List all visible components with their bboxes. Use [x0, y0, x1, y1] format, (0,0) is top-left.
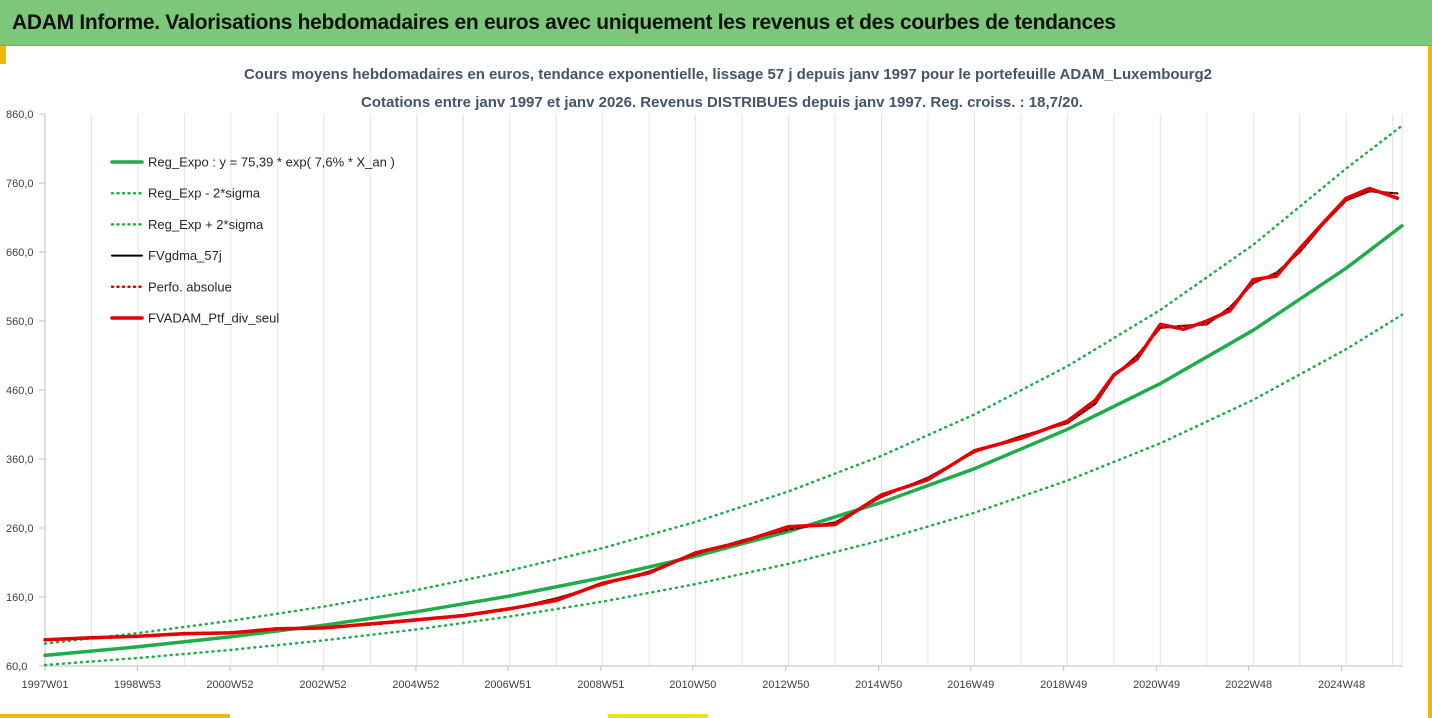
x-tick-label: 2010W50: [669, 679, 716, 691]
chart-title: Cours moyens hebdomadaires en euros, ten…: [244, 66, 1212, 83]
banner-title: ADAM Informe. Valorisations hebdomadaire…: [12, 11, 1116, 34]
x-tick-label: 1997W01: [21, 679, 68, 691]
x-tick-label: 1998W53: [114, 679, 161, 691]
x-tick-label: 2024W48: [1318, 679, 1365, 691]
series-line-4: [43, 190, 1399, 642]
x-tick-label: 2004W52: [392, 679, 439, 691]
series-line-2: [43, 124, 1404, 645]
series-line-3: [44, 190, 1399, 641]
y-tick-label: 760,0: [6, 178, 34, 190]
series-line-0: [43, 224, 1404, 658]
series-line-5: [43, 186, 1400, 642]
legend-label: FVgdma_57j: [148, 248, 222, 263]
x-tick-label: 2016W49: [947, 679, 994, 691]
x-tick-label: 2012W50: [762, 679, 809, 691]
legend: Reg_Expo : y = 75,39 * exp( 7,6% * X_an …: [110, 155, 395, 326]
x-tick-label: 2020W49: [1133, 679, 1180, 691]
y-tick-label: 260,0: [6, 523, 34, 535]
series-line-1: [43, 313, 1404, 667]
x-tick-label: 2006W51: [484, 679, 531, 691]
header-banner: ADAM Informe. Valorisations hebdomadaire…: [0, 0, 1432, 46]
y-tick-label: 460,0: [6, 385, 34, 397]
y-tick-label: 60,0: [6, 661, 27, 673]
x-tick-label: 2022W48: [1225, 679, 1272, 691]
frame-accent-right: [1428, 46, 1432, 718]
x-tick-label: 2008W51: [577, 679, 624, 691]
y-tick-label: 560,0: [6, 316, 34, 328]
x-tick-label: 2014W50: [855, 679, 902, 691]
x-tick-label: 2002W52: [299, 679, 346, 691]
legend-label: Reg_Exp - 2*sigma: [148, 186, 261, 201]
x-tick-label: 2000W52: [206, 679, 253, 691]
y-tick-label: 660,0: [6, 247, 34, 259]
legend-label: Reg_Expo : y = 75,39 * exp( 7,6% * X_an …: [148, 155, 395, 170]
frame-accent-bottom-mid: [608, 714, 708, 718]
axis-layer: 60,0 160,0 260,0 360,0 460,0 560,0 660,0 760,0 8…: [6, 109, 1402, 691]
series-layer: [43, 124, 1404, 667]
chart-area: Cours moyens hebdomadaires en euros, ten…: [6, 66, 1404, 691]
y-tick-label: 860,0: [6, 109, 34, 121]
x-tick-label: 2018W49: [1040, 679, 1087, 691]
y-tick-label: 160,0: [6, 592, 34, 604]
frame-accent-left: [0, 46, 6, 64]
y-tick-label: 360,0: [6, 454, 34, 466]
legend-label: Reg_Exp + 2*sigma: [148, 217, 264, 232]
chart-subtitle: Cotations entre janv 1997 et janv 2026. …: [361, 94, 1083, 111]
grid-layer: [44, 114, 1403, 666]
legend-label: FVADAM_Ptf_div_seul: [148, 311, 279, 326]
frame-accent-bottom-left: [0, 714, 230, 718]
legend-label: Perfo. absolue: [148, 279, 232, 294]
